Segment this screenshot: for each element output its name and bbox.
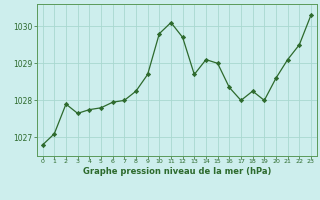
X-axis label: Graphe pression niveau de la mer (hPa): Graphe pression niveau de la mer (hPa)	[83, 167, 271, 176]
